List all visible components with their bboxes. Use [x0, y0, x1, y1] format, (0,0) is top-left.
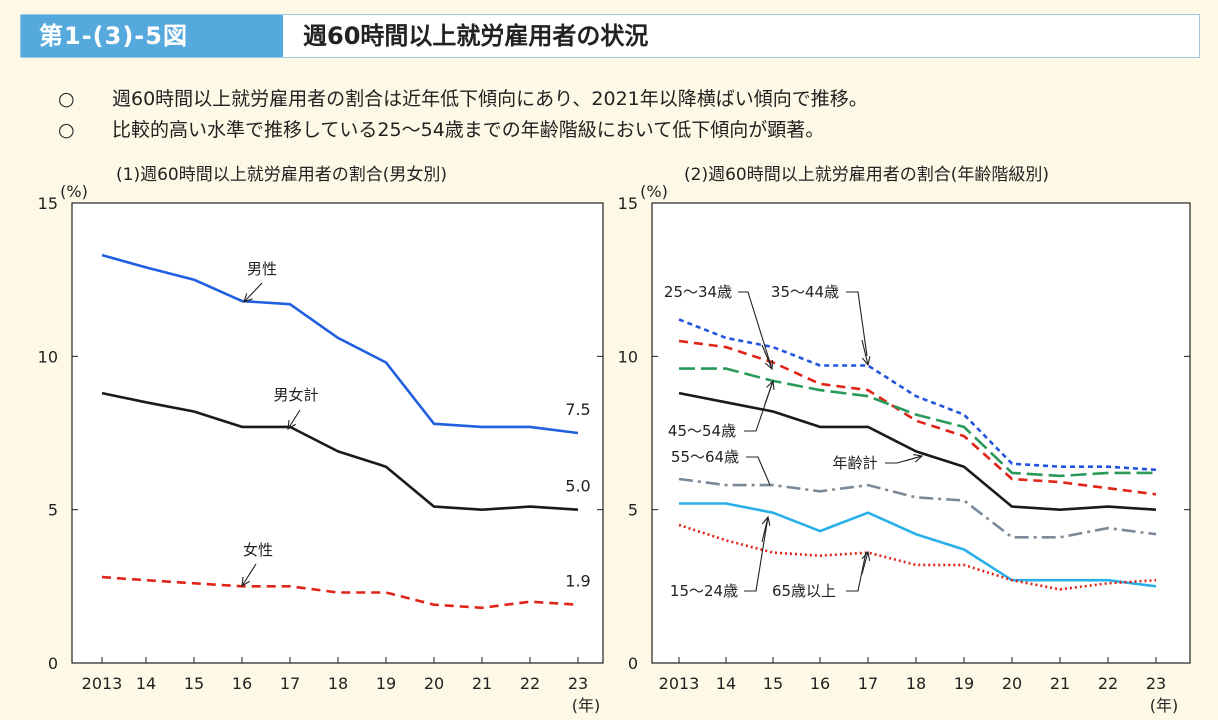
chart1-y-unit: (%) [60, 182, 88, 201]
chart2-legend-65plus-arrow-head [861, 550, 871, 561]
chart1-series-line [101, 391, 579, 512]
chart2-y-tick-label: 10 [618, 347, 638, 366]
chart1-x-tick-label: 15 [184, 674, 204, 693]
chart1-x-tick-label: 20 [424, 674, 444, 693]
chart1-legend-total-arrow-head [287, 419, 296, 431]
chart1-end-value-label: 1.9 [565, 572, 590, 591]
chart2-series-line [678, 477, 1157, 539]
chart2-x-tick-label: 21 [1050, 674, 1070, 693]
chart2-x-tick-label: 22 [1098, 674, 1118, 693]
chart2-legend-35-44: 35〜44歳 [771, 283, 839, 301]
chart2-legend-total: 年齢計 [832, 454, 877, 472]
chart2-series-line [679, 502, 1157, 588]
chart2-y-tick-label: 5 [628, 501, 638, 520]
chart1-x-tick-label: 22 [520, 674, 540, 693]
chart1-legend-female-arrow-head [241, 576, 250, 588]
chart1-legend-male-arrow-line [243, 282, 263, 303]
chart1-legend-male: 男性 [247, 260, 277, 278]
chart2-x-tick-label: 14 [716, 674, 736, 693]
chart1-series-line [101, 253, 579, 435]
circle-bullet-icon: ○ [58, 119, 75, 141]
chart1-x-tick-label: 18 [328, 674, 348, 693]
chart2-x-tick-label: 2013 [659, 674, 700, 693]
chart2-x-tick-label: 19 [954, 674, 974, 693]
chart2-plot-area [651, 202, 1191, 664]
chart2-legend-25-34-arrow-head [764, 359, 774, 371]
chart1-x-tick-label: 21 [472, 674, 492, 693]
summary-item: ○ 比較的高い水準で推移している25〜54歳までの年齢階級において低下傾向が顕著… [58, 115, 868, 146]
chart2-legend-35-44-arrow-line [861, 339, 869, 366]
chart1-legend-total: 男女計 [273, 386, 318, 404]
chart2-y-unit: (%) [640, 182, 668, 201]
chart2-legend-25-34-leader [738, 291, 773, 370]
chart1-legend-female: 女性 [243, 541, 273, 559]
chart2-legend-15-24: 15〜24歳 [670, 582, 738, 600]
chart2-x-tick-label: 15 [763, 674, 783, 693]
summary-item: ○ 週60時間以上就労雇用者の割合は近年低下傾向にあり、2021年以降横ばい傾向… [58, 84, 868, 115]
chart2-title: (2)週60時間以上就労雇用者の割合(年齢階級別) [684, 165, 1049, 185]
chart2-x-tick-label: 23 [1146, 674, 1166, 693]
chart2-x-tick-label: 17 [858, 674, 878, 693]
chart1-plot-area [71, 202, 604, 664]
chart1-x-tick-label: 19 [376, 674, 396, 693]
chart1-title: (1)週60時間以上就労雇用者の割合(男女別) [116, 165, 447, 185]
chart2-legend-65plus-arrow-line [861, 551, 869, 575]
chart1-legend-female-arrow-line [241, 563, 257, 587]
chart2-legend-25-34-arrow-line [761, 344, 773, 370]
summary-list: ○ 週60時間以上就労雇用者の割合は近年低下傾向にあり、2021年以降横ばい傾向… [58, 84, 868, 146]
chart2-legend-25-34: 25〜34歳 [664, 283, 732, 301]
chart2-legend-65plus-leader [846, 551, 867, 592]
chart1-end-value-label: 7.5 [565, 400, 590, 419]
chart2-x-tick-label: 18 [906, 674, 926, 693]
chart2-x-tick-label: 20 [1002, 674, 1022, 693]
chart1-legend-male-arrow-head [243, 293, 253, 303]
chart2-y-tick-label: 0 [628, 654, 638, 673]
chart1-x-unit: (年) [572, 696, 601, 715]
chart2-legend-15-24-leader [744, 516, 769, 592]
chart1-x-tick-label: 16 [232, 674, 252, 693]
chart2-legend-45-54-arrow-line [764, 380, 774, 405]
chart2-legend-15-24-arrow-line [761, 516, 769, 543]
chart2-x-tick-label: 16 [810, 674, 830, 693]
chart2-series-line [678, 391, 1157, 512]
chart1-x-tick-label: 23 [568, 674, 588, 693]
chart2-legend-15-24-arrow-head [761, 515, 771, 526]
chart1-legend-total-arrow-line [287, 409, 301, 430]
chart2-series-line [678, 523, 1157, 591]
chart2-legend-45-54-arrow-head [766, 379, 775, 391]
chart1-y-tick-label: 10 [38, 347, 58, 366]
chart1-y-tick-label: 5 [48, 501, 58, 520]
summary-text: 週60時間以上就労雇用者の割合は近年低下傾向にあり、2021年以降横ばい傾向で推… [112, 88, 868, 110]
chart1-x-tick-label: 14 [136, 674, 156, 693]
chart2-legend-35-44-arrow-head [861, 356, 871, 367]
summary-text: 比較的高い水準で推移している25〜54歳までの年齢階級において低下傾向が顕著。 [112, 119, 825, 141]
chart2-legend-total-arrow-head [913, 453, 924, 463]
chart1-y-tick-label: 15 [38, 194, 58, 213]
chart2-series-line [678, 339, 1157, 496]
chart1-y-tick-label: 0 [48, 654, 58, 673]
circle-bullet-icon: ○ [58, 88, 75, 110]
chart2-legend-65plus: 65歳以上 [772, 582, 836, 600]
chart2-legend-55-64-leader [746, 456, 771, 486]
chart2-legend-total-arrow-line [904, 455, 923, 462]
chart2-legend-35-44-leader [846, 291, 868, 357]
chart2-series-line [679, 367, 1156, 478]
chart1-end-value-label: 5.0 [565, 477, 590, 496]
chart1-series-line [101, 575, 579, 610]
figure-title: 週60時間以上就労雇用者の状況 [303, 22, 649, 50]
chart1-x-tick-label: 17 [280, 674, 300, 693]
chart2-x-unit: (年) [1150, 696, 1179, 715]
chart1-x-tick-label: 2013 [82, 674, 123, 693]
chart2-series-line [678, 318, 1157, 472]
chart2-y-tick-label: 15 [618, 194, 638, 213]
chart2-legend-55-64: 55〜64歳 [671, 448, 739, 466]
chart2-legend-45-54: 45〜54歳 [668, 422, 736, 440]
figure-number: 第1-(3)-5図 [21, 15, 283, 57]
figure-header: 第1-(3)-5図 週60時間以上就労雇用者の状況 [20, 14, 1200, 58]
